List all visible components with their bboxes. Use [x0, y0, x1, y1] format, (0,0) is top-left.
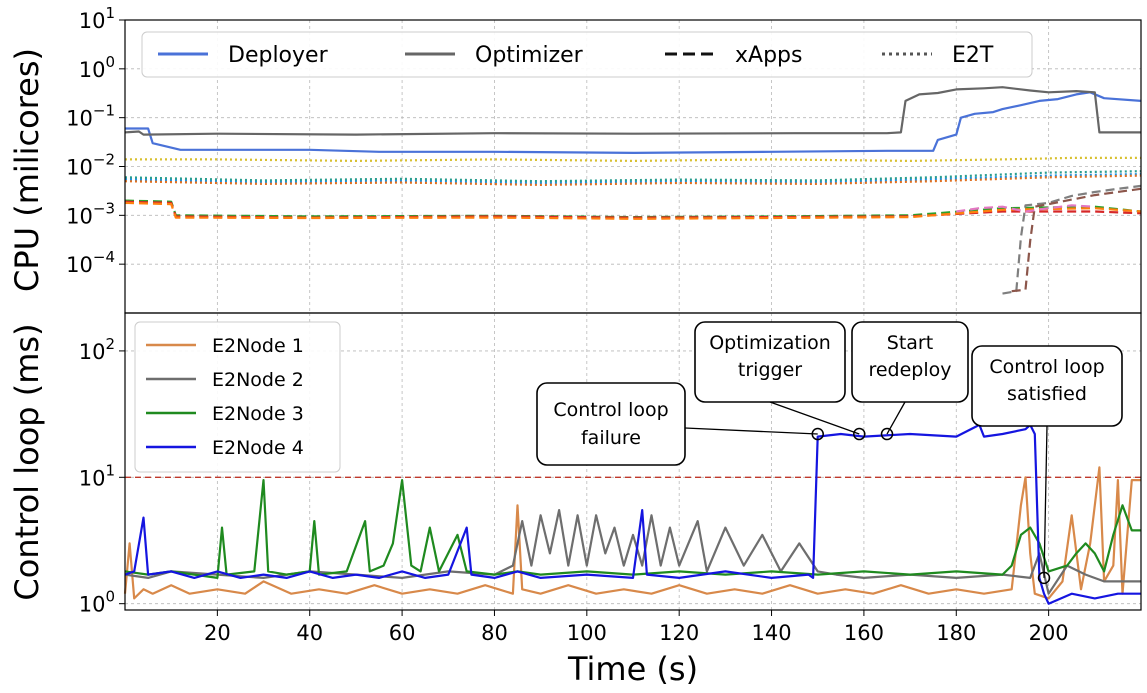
- annotation-text-line-2: trigger: [738, 359, 802, 381]
- control-loop-y-tick-exponent: 1: [105, 461, 115, 479]
- cpu-series-line-2: [125, 156, 1141, 162]
- control-loop-y-tick-label: 101: [79, 461, 115, 490]
- control-loop-plot-frame: [124, 312, 1142, 611]
- control-loop-legend-label: E2Node 2: [212, 369, 304, 391]
- cpu-series-line-4: [124, 174, 1142, 186]
- cpu-y-tick-exponent: −3: [93, 199, 115, 217]
- event-marker: [853, 427, 866, 441]
- cpu-y-tick-base: 10: [66, 107, 93, 131]
- cpu-series-line-0: [125, 91, 1142, 154]
- cpu-y-axis-label: CPU (milicores): [8, 48, 46, 292]
- cpu-series-line-1: [124, 86, 1141, 136]
- event-marker: [880, 427, 894, 441]
- cpu-series-line-3: [124, 173, 1142, 185]
- time-x-ticks: 20 40 60 80 100 120 140 160 180 200: [204, 610, 1069, 645]
- cpu-y-tick-exponent: −1: [93, 102, 115, 120]
- cpu-y-tick-exponent: 1: [105, 4, 115, 22]
- cpu-y-tick-base: 10: [79, 9, 106, 33]
- cpu-legend-label: Deployer: [228, 43, 329, 68]
- cpu-series-line-6: [124, 199, 1142, 219]
- cpu-y-tick-label: 10−1: [66, 102, 115, 131]
- annotation-connector: [1043, 425, 1048, 578]
- cpu-series-line-5: [124, 170, 1142, 183]
- cpu-y-tick-base: 10: [66, 156, 93, 180]
- cpu-legend-label: xApps: [735, 43, 802, 68]
- annotation-text-line-2: satisfied: [1007, 383, 1087, 405]
- annotation-box: [536, 382, 686, 466]
- cpu-y-tick-label: 10−3: [66, 199, 115, 228]
- cpu-series-line-9: [1002, 184, 1142, 295]
- cpu-legend-box: [141, 31, 1033, 78]
- time-x-tick-label: 100: [567, 621, 607, 645]
- time-x-tick-label: 120: [659, 621, 699, 645]
- annotation-box: [971, 345, 1123, 427]
- time-x-tick-label: 200: [1029, 621, 1069, 645]
- cpu-y-tick-label: 10−2: [66, 151, 115, 180]
- control-loop-y-tick-base: 10: [79, 340, 106, 364]
- cpu-legend-label: Optimizer: [475, 43, 584, 68]
- cpu-series-line-11: [956, 204, 1095, 213]
- control-loop-legend-label: E2Node 3: [212, 403, 304, 425]
- time-x-tick-label: 40: [296, 621, 323, 645]
- cpu-y-tick-base: 10: [66, 253, 93, 277]
- time-x-tick-label: 180: [936, 621, 976, 645]
- cpu-series-line-8: [124, 201, 1142, 220]
- control-loop-y-tick-label: 100: [79, 588, 115, 617]
- time-x-axis-label: Time (s): [567, 650, 698, 688]
- cpu-y-tick-base: 10: [66, 204, 93, 228]
- cpu-series-lines: [124, 86, 1142, 295]
- annotation-connector: [769, 401, 860, 435]
- annotation-connector: [684, 427, 818, 435]
- control-loop-legend-label: E2Node 1: [212, 335, 304, 357]
- annotation-text-line-1: Optimization: [709, 332, 831, 354]
- control-loop-series-line-0: [123, 466, 1141, 600]
- cpu-y-tick-label: 101: [79, 4, 115, 33]
- control-loop-legend-label: E2Node 4: [212, 437, 304, 459]
- cpu-legend-label: E2T: [952, 43, 994, 68]
- annotation-box: [694, 321, 846, 403]
- cpu-y-tick-exponent: −2: [93, 151, 115, 169]
- control-loop-y-tick-base: 10: [79, 593, 106, 617]
- time-x-tick-label: 80: [481, 621, 508, 645]
- time-x-tick-label: 160: [844, 621, 884, 645]
- annotation-text-line-1: Start: [887, 332, 933, 354]
- annotations: Control loop failure Optimization trigger St…: [536, 321, 1123, 578]
- control-loop-series-line-1: [124, 509, 1141, 595]
- control-loop-y-axis-label: Control loop (ms): [8, 323, 46, 600]
- control-loop-legend-box: [134, 321, 341, 473]
- annotation-text-line-1: Control loop: [553, 399, 668, 421]
- cpu-y-tick-base: 10: [79, 58, 106, 82]
- cpu-legend: Deployer Optimizer xApps E2T: [141, 31, 1033, 78]
- control-loop-y-tick-exponent: 2: [105, 335, 115, 353]
- time-x-tick-label: 20: [204, 621, 231, 645]
- time-x-tick-label: 60: [389, 621, 416, 645]
- cpu-series-line-10: [1011, 187, 1142, 293]
- cpu-y-tick-label: 100: [79, 53, 115, 82]
- control-loop-y-tick-exponent: 0: [105, 588, 115, 606]
- time-x-tick-label: 140: [751, 621, 791, 645]
- cpu-y-tick-exponent: −4: [93, 248, 115, 266]
- control-loop-y-tick-base: 10: [79, 466, 106, 490]
- annotation-connector: [886, 401, 906, 435]
- annotation-text-line-2: redeploy: [868, 359, 951, 381]
- control-loop-series-line-2: [124, 479, 1141, 580]
- annotation-text-line-2: failure: [581, 427, 641, 449]
- control-loop-legend: E2Node 1 E2Node 2 E2Node 3 E2Node 4: [134, 321, 341, 473]
- annotation-text-line-1: Control loop: [989, 356, 1104, 378]
- annotation-box: [851, 321, 969, 403]
- control-loop-y-tick-label: 102: [79, 335, 115, 364]
- cpu-y-tick-label: 10−4: [66, 248, 115, 277]
- cpu-y-tick-exponent: 0: [105, 53, 115, 71]
